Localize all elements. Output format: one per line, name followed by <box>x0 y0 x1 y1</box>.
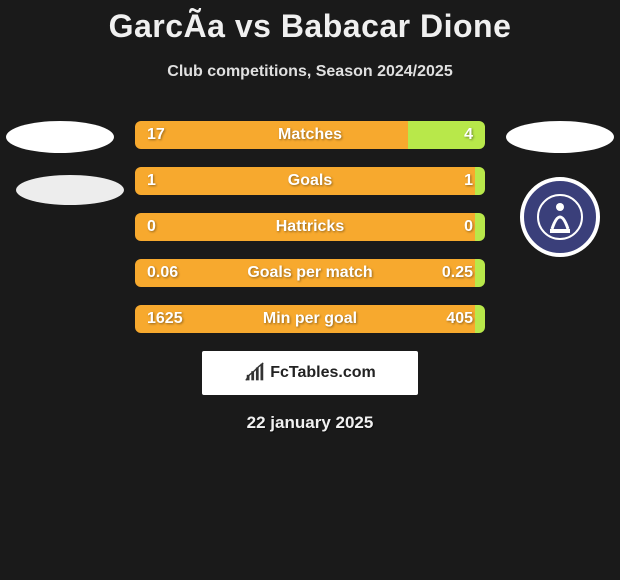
stat-row: 0.060.25Goals per match <box>135 259 485 287</box>
crest-icon <box>530 187 590 247</box>
player-right-badge-1 <box>506 121 614 153</box>
player-left-badge-1 <box>6 121 114 153</box>
date-text: 22 january 2025 <box>0 413 620 433</box>
brand-text: FcTables.com <box>270 364 376 382</box>
stat-label: Goals per match <box>135 259 485 287</box>
stat-label: Matches <box>135 121 485 149</box>
subtitle: Club competitions, Season 2024/2025 <box>0 63 620 81</box>
chart-icon <box>244 362 266 384</box>
brand-box: FcTables.com <box>202 351 418 395</box>
page-title: GarcÃa vs Babacar Dione <box>0 0 620 45</box>
stat-label: Goals <box>135 167 485 195</box>
stat-row: 174Matches <box>135 121 485 149</box>
club-crest-right <box>520 177 600 257</box>
stat-label: Hattricks <box>135 213 485 241</box>
stat-row: 11Goals <box>135 167 485 195</box>
player-left-badge-2 <box>16 175 124 205</box>
stat-row: 00Hattricks <box>135 213 485 241</box>
stat-row: 1625405Min per goal <box>135 305 485 333</box>
stat-rows: 174Matches 11Goals 00Hattricks 0.060.25Goal… <box>135 121 485 333</box>
stat-label: Min per goal <box>135 305 485 333</box>
comparison-panel: 174Matches 11Goals 00Hattricks 0.060.25Goal… <box>0 121 620 433</box>
